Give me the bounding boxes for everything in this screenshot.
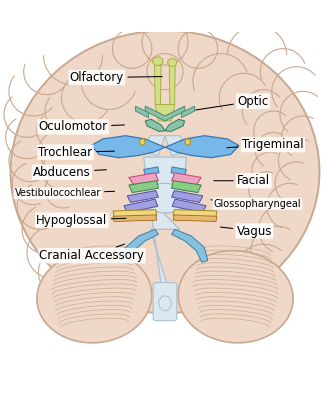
Polygon shape bbox=[113, 209, 157, 217]
Polygon shape bbox=[173, 209, 217, 217]
Polygon shape bbox=[129, 181, 158, 193]
Text: Glossopharyngeal: Glossopharyngeal bbox=[211, 199, 301, 209]
Ellipse shape bbox=[159, 296, 171, 311]
Polygon shape bbox=[122, 230, 158, 262]
Text: Facial: Facial bbox=[214, 174, 270, 187]
Text: Vagus: Vagus bbox=[220, 224, 272, 237]
Polygon shape bbox=[139, 138, 145, 145]
Polygon shape bbox=[185, 138, 191, 145]
Polygon shape bbox=[165, 119, 185, 131]
Polygon shape bbox=[154, 65, 161, 105]
Polygon shape bbox=[172, 181, 201, 193]
Polygon shape bbox=[172, 173, 201, 185]
Text: Trochlear: Trochlear bbox=[39, 146, 115, 159]
Text: Cranial Accessory: Cranial Accessory bbox=[40, 244, 144, 262]
Text: Oculomotor: Oculomotor bbox=[39, 120, 124, 133]
Polygon shape bbox=[165, 136, 239, 158]
Ellipse shape bbox=[144, 184, 186, 213]
Ellipse shape bbox=[152, 57, 163, 65]
Polygon shape bbox=[145, 106, 185, 121]
Polygon shape bbox=[169, 65, 175, 105]
Polygon shape bbox=[172, 191, 203, 202]
Text: Hypoglossal: Hypoglossal bbox=[36, 214, 126, 227]
Ellipse shape bbox=[168, 59, 177, 66]
Polygon shape bbox=[165, 136, 186, 155]
Polygon shape bbox=[182, 106, 195, 118]
FancyBboxPatch shape bbox=[153, 283, 177, 321]
Ellipse shape bbox=[37, 251, 152, 343]
Polygon shape bbox=[155, 105, 175, 121]
Polygon shape bbox=[173, 215, 217, 222]
Text: Olfactory: Olfactory bbox=[70, 71, 162, 84]
Polygon shape bbox=[127, 191, 158, 202]
Polygon shape bbox=[135, 106, 148, 118]
Polygon shape bbox=[145, 119, 165, 131]
Text: Trigeminal: Trigeminal bbox=[227, 138, 304, 151]
Ellipse shape bbox=[11, 31, 319, 313]
Text: Abducens: Abducens bbox=[33, 166, 106, 179]
Polygon shape bbox=[172, 230, 208, 262]
Text: Optic: Optic bbox=[196, 95, 269, 110]
Polygon shape bbox=[171, 167, 186, 175]
Polygon shape bbox=[144, 157, 186, 288]
Polygon shape bbox=[144, 136, 165, 155]
Polygon shape bbox=[172, 199, 206, 212]
Polygon shape bbox=[113, 215, 157, 222]
Polygon shape bbox=[129, 173, 158, 185]
Polygon shape bbox=[144, 167, 159, 175]
Polygon shape bbox=[124, 199, 158, 212]
Ellipse shape bbox=[178, 251, 293, 343]
Text: Vestibulocochlear: Vestibulocochlear bbox=[15, 188, 115, 198]
Polygon shape bbox=[91, 136, 165, 158]
